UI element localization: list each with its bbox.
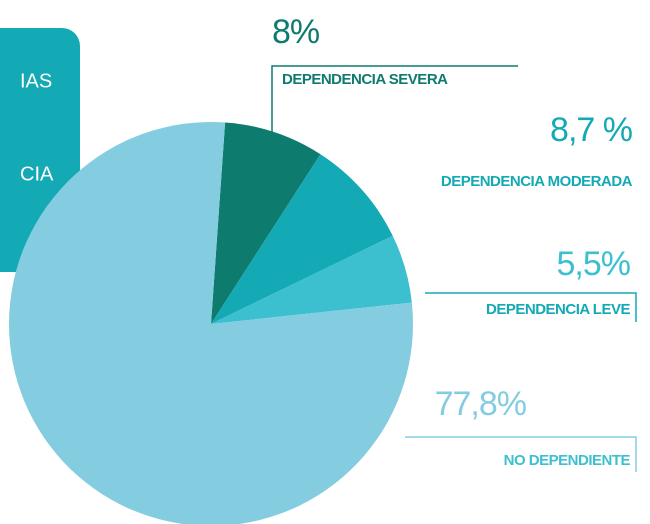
percent-label: 8,7 % <box>550 111 633 149</box>
percent-label: 77,8% <box>435 385 527 423</box>
percent-label: 5,5% <box>557 245 631 283</box>
percent-label: 8% <box>272 13 320 51</box>
pie-slice <box>211 154 393 324</box>
category-label: DEPENDENCIA SEVERA <box>282 71 448 88</box>
leader-line <box>405 436 637 472</box>
pie-slice <box>211 122 321 324</box>
side-box-text: CIA <box>20 163 54 185</box>
pie-slice <box>211 235 412 324</box>
leader-line <box>425 292 637 322</box>
category-label: DEPENDENCIA MODERADA <box>441 173 633 190</box>
category-label: DEPENDENCIA LEVE <box>486 301 630 318</box>
pie-slice <box>9 122 413 524</box>
leader-line <box>271 65 518 135</box>
category-label: NO DEPENDIENTE <box>504 452 631 469</box>
pie <box>9 122 413 524</box>
side-box-text: IAS <box>20 70 52 92</box>
